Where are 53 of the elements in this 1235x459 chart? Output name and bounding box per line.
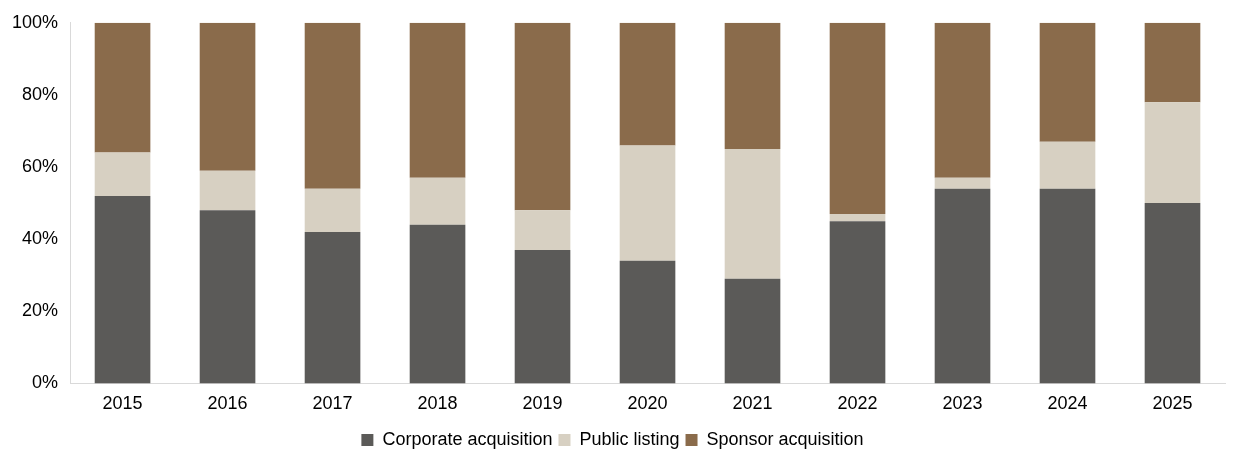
bar [1039,22,1096,142]
x-tick-label: 2018 [417,393,458,414]
bar [619,260,676,384]
bar [829,22,886,214]
bar [724,278,781,384]
bar [304,22,361,189]
bar [1144,203,1201,384]
bar [619,22,676,146]
bar [409,177,466,225]
bar [1039,188,1096,384]
bar [1039,141,1096,189]
bar [514,210,571,250]
bar [724,22,781,150]
bar [304,188,361,232]
x-tick-label: 2015 [102,393,143,414]
bar [934,177,991,189]
bar [94,152,151,196]
legend-label: Public listing [579,428,680,449]
x-tick-label: 2023 [942,393,983,414]
bar [934,188,991,384]
y-tick-label: 60% [22,156,59,177]
bar [94,195,151,384]
bar [619,145,676,261]
bar [409,224,466,384]
bar [514,22,571,211]
bar [1144,22,1201,103]
bar [829,213,886,222]
x-tick-label: 2024 [1047,393,1088,414]
bar [514,249,571,384]
y-tick-label: 0% [32,372,59,393]
bar [199,22,256,171]
bar [304,231,361,384]
y-tick-label: 20% [22,300,59,321]
x-tick-label: 2022 [837,393,878,414]
bar [199,210,256,384]
bar [829,221,886,384]
x-tick-label: 2020 [627,393,668,414]
x-tick-label: 2025 [1152,393,1193,414]
bar [934,22,991,178]
legend-label: Sponsor acquisition [706,428,864,449]
legend-label: Corporate acquisition [382,428,553,449]
x-tick-label: 2016 [207,393,248,414]
x-tick-label: 2021 [732,393,773,414]
y-tick-label: 40% [22,228,59,249]
y-tick-label: 80% [22,83,59,104]
bar [409,22,466,178]
bar [94,22,151,153]
bar [199,170,256,211]
x-tick-label: 2019 [522,393,563,414]
y-tick-label: 100% [11,11,59,32]
bar [724,149,781,279]
x-tick-label: 2017 [312,393,353,414]
bar [1144,102,1201,204]
